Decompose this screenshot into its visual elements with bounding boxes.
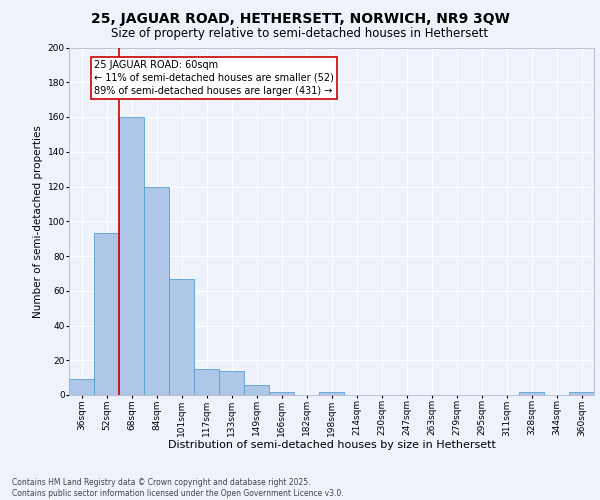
Bar bbox=[144, 186, 169, 395]
Bar bbox=[169, 278, 194, 395]
Bar bbox=[319, 392, 344, 395]
Text: 25 JAGUAR ROAD: 60sqm
← 11% of semi-detached houses are smaller (52)
89% of semi: 25 JAGUAR ROAD: 60sqm ← 11% of semi-deta… bbox=[94, 60, 334, 96]
Bar bbox=[194, 369, 219, 395]
X-axis label: Distribution of semi-detached houses by size in Hethersett: Distribution of semi-detached houses by … bbox=[167, 440, 496, 450]
Bar bbox=[244, 384, 269, 395]
Bar bbox=[519, 392, 544, 395]
Text: Contains HM Land Registry data © Crown copyright and database right 2025.
Contai: Contains HM Land Registry data © Crown c… bbox=[12, 478, 344, 498]
Bar bbox=[69, 380, 94, 395]
Text: Size of property relative to semi-detached houses in Hethersett: Size of property relative to semi-detach… bbox=[112, 28, 488, 40]
Text: 25, JAGUAR ROAD, HETHERSETT, NORWICH, NR9 3QW: 25, JAGUAR ROAD, HETHERSETT, NORWICH, NR… bbox=[91, 12, 509, 26]
Bar bbox=[269, 392, 294, 395]
Bar bbox=[94, 234, 119, 395]
Bar bbox=[219, 370, 244, 395]
Y-axis label: Number of semi-detached properties: Number of semi-detached properties bbox=[34, 125, 43, 318]
Bar bbox=[569, 392, 594, 395]
Bar bbox=[119, 117, 144, 395]
